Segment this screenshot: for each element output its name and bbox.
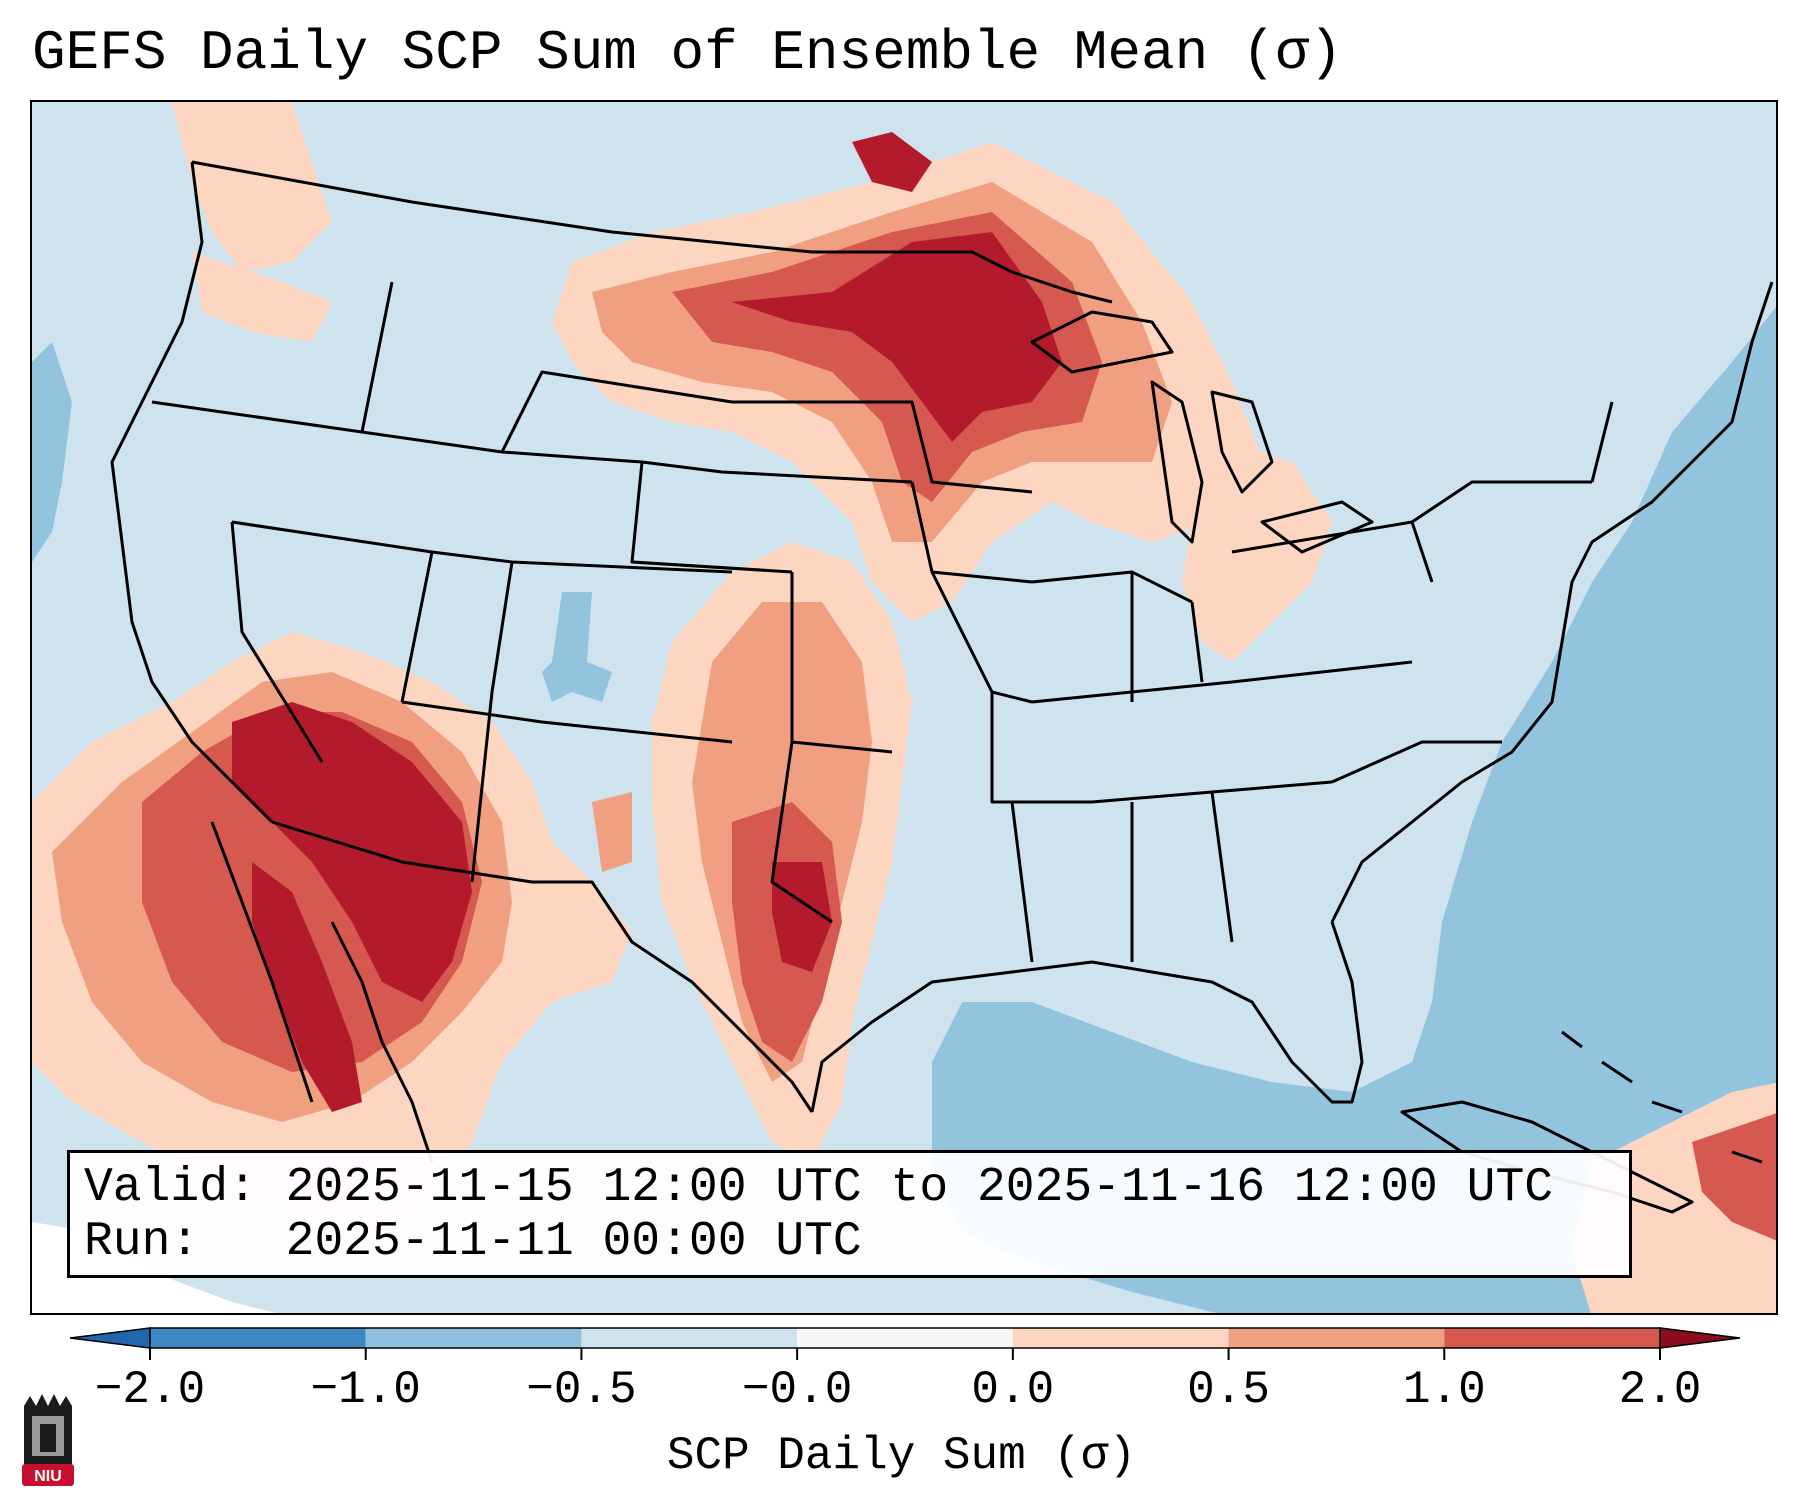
colorbar-extend-high xyxy=(1659,1327,1741,1349)
svg-text:NIU: NIU xyxy=(34,1468,62,1485)
north-max-region xyxy=(732,232,1062,442)
colorbar-tick-label: 0.0 xyxy=(971,1364,1055,1416)
colorbar-tick-label: −0.0 xyxy=(741,1364,853,1416)
valid-line: Valid: 2025-11-15 12:00 UTC to 2025-11-1… xyxy=(84,1161,1615,1215)
colorbar-label: SCP Daily Sum (σ) xyxy=(666,1430,1137,1482)
ohio-light-region xyxy=(1182,442,1332,662)
run-value: 2025-11-11 00:00 UTC xyxy=(285,1215,862,1269)
validity-info-box: Valid: 2025-11-15 12:00 UTC to 2025-11-1… xyxy=(67,1150,1632,1278)
colorbar-segment xyxy=(797,1328,1013,1348)
state-lines-west xyxy=(151,281,913,924)
northwest-light-region xyxy=(172,102,332,272)
dakota-max-spots xyxy=(852,132,932,192)
colorbar-segment xyxy=(1444,1328,1660,1348)
colorbar-tick-label: 2.0 xyxy=(1618,1364,1702,1416)
map-panel xyxy=(30,100,1778,1315)
run-line: Run: 2025-11-11 00:00 UTC xyxy=(84,1215,1615,1269)
us-canada-border xyxy=(191,160,1113,304)
colorbar-tick-label: −1.0 xyxy=(310,1364,421,1416)
east-coast xyxy=(1330,281,1774,923)
colorbar-segment xyxy=(581,1328,798,1348)
gulf-coast xyxy=(810,921,1364,1113)
us-mexico-border xyxy=(271,820,814,1113)
colorbar-segment xyxy=(150,1328,366,1348)
caribbean-strong-region xyxy=(1692,1113,1776,1241)
colorbar-segment xyxy=(365,1328,582,1348)
pacific-negative-region xyxy=(32,342,72,562)
lake-superior xyxy=(1030,310,1174,374)
run-label: Run: xyxy=(84,1215,200,1269)
state-lines-east xyxy=(1231,401,1614,784)
valid-label: Valid: xyxy=(84,1161,257,1215)
colorbar-tick-label: 0.5 xyxy=(1187,1364,1270,1416)
colorbar-tick-label: −2.0 xyxy=(94,1364,206,1416)
texas-max-region xyxy=(772,862,832,972)
colorbar-segment xyxy=(1228,1328,1445,1348)
atlantic-negative-region xyxy=(932,307,1776,1313)
colorbar-svg xyxy=(69,1327,1741,1360)
state-lines-central xyxy=(732,400,1413,963)
valid-value: 2025-11-15 12:00 UTC to 2025-11-16 12:00… xyxy=(285,1161,1554,1215)
northwest-light-patch-2 xyxy=(192,252,332,342)
gulf-of-california-coast xyxy=(330,921,434,1163)
niu-logo: NIU xyxy=(20,1392,76,1488)
map-svg xyxy=(32,102,1776,1313)
lake-huron xyxy=(1210,390,1274,494)
southwest-max-region xyxy=(232,702,472,1002)
chart-title: GEFS Daily SCP Sum of Ensemble Mean (σ) xyxy=(32,21,1343,85)
colorbar-extend-low xyxy=(69,1327,151,1349)
west-coast xyxy=(110,161,274,824)
boundary-lines xyxy=(110,160,1774,1214)
bahamas-islands xyxy=(1561,1030,1763,1164)
colorado-negative-patch xyxy=(542,592,612,702)
baja-max-region xyxy=(252,862,362,1112)
baja-coast xyxy=(210,821,314,1103)
colorbar-tick-label: −0.5 xyxy=(526,1364,637,1416)
colorbar-segment xyxy=(1012,1328,1229,1348)
colorbar xyxy=(69,1318,1741,1448)
colorbar-outline xyxy=(149,1327,1661,1349)
niu-logo-icon: NIU xyxy=(22,1394,74,1486)
colorbar-tick-label: 1.0 xyxy=(1402,1364,1486,1416)
newmexico-medium-patch xyxy=(592,792,632,872)
lake-michigan xyxy=(1150,380,1204,544)
